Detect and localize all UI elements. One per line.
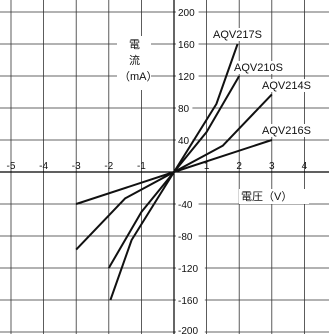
y-axis-title-backing [117,36,151,90]
y-tick-label-backing [176,230,199,242]
y-tick-label-backing [176,134,193,146]
y-tick-label: -40 [178,200,193,211]
y-tick-label: -80 [178,232,193,243]
series-label-backing [261,124,312,137]
series-lines [75,43,273,301]
y-tick-label: 80 [178,104,190,115]
series-label: AQV214S [262,80,311,92]
series-line [75,139,273,205]
x-tick-label: -1 [137,161,146,172]
y-tick-label-backing [176,38,199,50]
series-label: AQV217S [213,29,262,41]
y-tick-label-backing [176,294,205,306]
x-tick-label: -5 [7,161,16,172]
x-tick-label: -2 [104,161,113,172]
series-label-backing [261,79,312,92]
x-axis-title: 電圧（V） [241,190,292,203]
y-tick-label-backing [176,6,199,18]
y-tick-label-backing [176,102,193,114]
x-tick-label: 4 [302,161,308,172]
y-tick-label: 40 [178,136,190,147]
x-tick-label: 1 [204,161,210,172]
y-axis-title: （mA） [119,70,158,83]
y-axis-title: 流 [129,53,140,67]
x-axis-title-backing [239,189,309,204]
y-tick-label-backing [176,198,199,210]
series-label: AQV216S [262,125,311,137]
y-tick-label: -200 [178,326,198,334]
series-label: AQV210S [234,62,283,74]
y-tick-label: 120 [178,72,195,83]
x-tick-label: -4 [39,161,48,172]
y-tick-label-backing [176,70,199,82]
x-tick-label: 2 [236,161,242,172]
y-tick-label: 200 [178,8,195,19]
series-label-backing [212,28,263,41]
series-label-backing [233,61,284,74]
y-tick-label-backing [176,324,205,334]
y-tick-label-backing [176,262,205,274]
y-tick-label: -160 [178,296,198,307]
y-axis-title: 電 [129,38,140,51]
y-tick-label: -120 [178,264,198,275]
x-tick-label: -3 [72,161,81,172]
axis-titles: 電流 （mA） 電圧（V） [117,36,309,204]
series-labels: AQV217S AQV210S AQV214S AQV216S [212,28,312,137]
tick-labels: -5 -4 -3 -2 -1 1 2 3 4 200 160 120 80 40 -40 -80 -120 -16… [7,6,308,334]
x-tick-label: 3 [269,161,275,172]
y-tick-label: 160 [178,40,195,51]
